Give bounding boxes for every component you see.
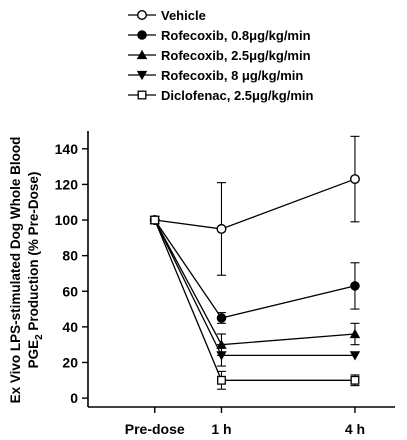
data-point: [216, 223, 227, 234]
legend-marker: [137, 30, 147, 40]
plot-area: [149, 135, 361, 390]
data-point: [217, 375, 226, 385]
legend-label: Vehicle: [161, 8, 206, 23]
y-tick-label: 120: [55, 176, 79, 192]
legend-marker: [136, 49, 148, 60]
legend-label: Rofecoxib, 8 μg/kg/min: [161, 68, 303, 83]
legend-marker: [136, 70, 148, 81]
data-point: [349, 328, 361, 339]
y-tick-label: 0: [70, 390, 78, 406]
data-point: [350, 281, 360, 291]
data-point: [349, 174, 360, 185]
y-tick-label: 40: [62, 319, 78, 335]
data-point: [349, 351, 361, 361]
data-point: [216, 339, 227, 349]
axes: 0 20 40 60 80 100 120 140 Pre-dose 1 h 4 h: [55, 131, 395, 437]
y-tick-label: 60: [62, 283, 78, 299]
data-point: [350, 375, 360, 385]
data-point: [150, 215, 160, 225]
data-point: [216, 351, 227, 361]
legend-marker: [136, 9, 147, 21]
y-tick-label: 140: [55, 141, 79, 157]
series-line-1: [154, 219, 356, 319]
data-point: [216, 313, 227, 323]
series-line-0: [154, 178, 356, 230]
series-line-3: [154, 219, 355, 357]
y-axis-label-line1: Ex Vivo LPS-stimulated Dog Whole Blood: [8, 137, 23, 404]
legend-label: Rofecoxib, 0.8μg/kg/min: [161, 28, 311, 43]
series-line-4: [154, 219, 355, 381]
y-tick-label: 20: [62, 354, 78, 370]
legend: Vehicle Rofecoxib, 0.8μg/kg/min Rofecoxib,…: [128, 8, 313, 103]
legend-marker: [137, 90, 147, 100]
y-tick-label: 100: [55, 212, 79, 228]
y-tick-label: 80: [62, 248, 78, 264]
y-axis-label-line2: PGE2 Production (% Pre-Dose): [26, 172, 45, 369]
x-tick-label: 4 h: [345, 421, 365, 437]
x-tick-label: Pre-dose: [125, 421, 185, 437]
legend-label: Rofecoxib, 2.5μg/kg/min: [161, 48, 311, 63]
legend-label: Diclofenac, 2.5μg/kg/min: [161, 88, 313, 103]
x-tick-label: 1 h: [211, 421, 231, 437]
